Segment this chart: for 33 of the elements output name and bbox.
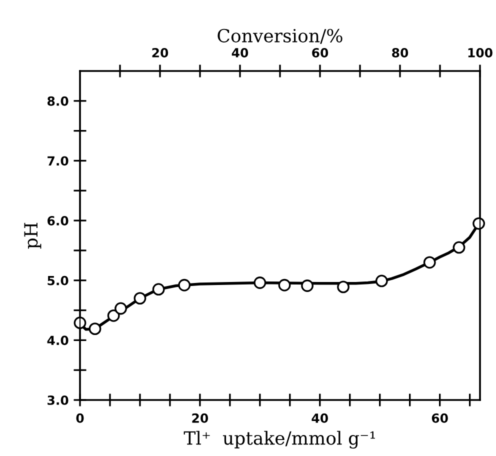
point [301, 280, 314, 292]
point [114, 302, 127, 315]
point [74, 316, 86, 330]
y-tick-label: 5.0 [48, 276, 68, 286]
point [88, 322, 102, 336]
y-tick-label: 8.0 [48, 96, 68, 106]
x-tick-label: 0 [76, 413, 84, 423]
point [178, 278, 191, 292]
point [452, 241, 466, 254]
x-tick-label: 60 [432, 413, 448, 423]
point [278, 278, 291, 292]
y-tick-label: 4.0 [47, 336, 68, 346]
y-axis-title: pH [24, 222, 42, 249]
x2-tick-label: 80 [392, 48, 408, 58]
text: 3.0 [48, 395, 68, 405]
x-tick-label: 40 [312, 413, 328, 423]
point [152, 283, 165, 296]
y-tick-label: 7.0 [48, 156, 68, 166]
point [337, 280, 350, 294]
point [134, 292, 146, 305]
point [423, 256, 436, 269]
x2-tick-label: 20 [152, 48, 168, 58]
point [107, 309, 120, 322]
x2-axis-title: Conversion/% [218, 28, 342, 44]
x2-tick-label: 60 [312, 48, 328, 58]
y-tick-label: 6.0 [48, 216, 68, 226]
x2-tick-label: 100 [468, 48, 492, 58]
point [375, 274, 388, 288]
point [254, 276, 266, 289]
x2-tick-label: 40 [232, 48, 248, 58]
point [472, 217, 486, 230]
x-axis-title: Tl⁺ uptake/mmol g⁻¹ [184, 430, 375, 449]
x-tick-label: 20 [192, 413, 208, 423]
